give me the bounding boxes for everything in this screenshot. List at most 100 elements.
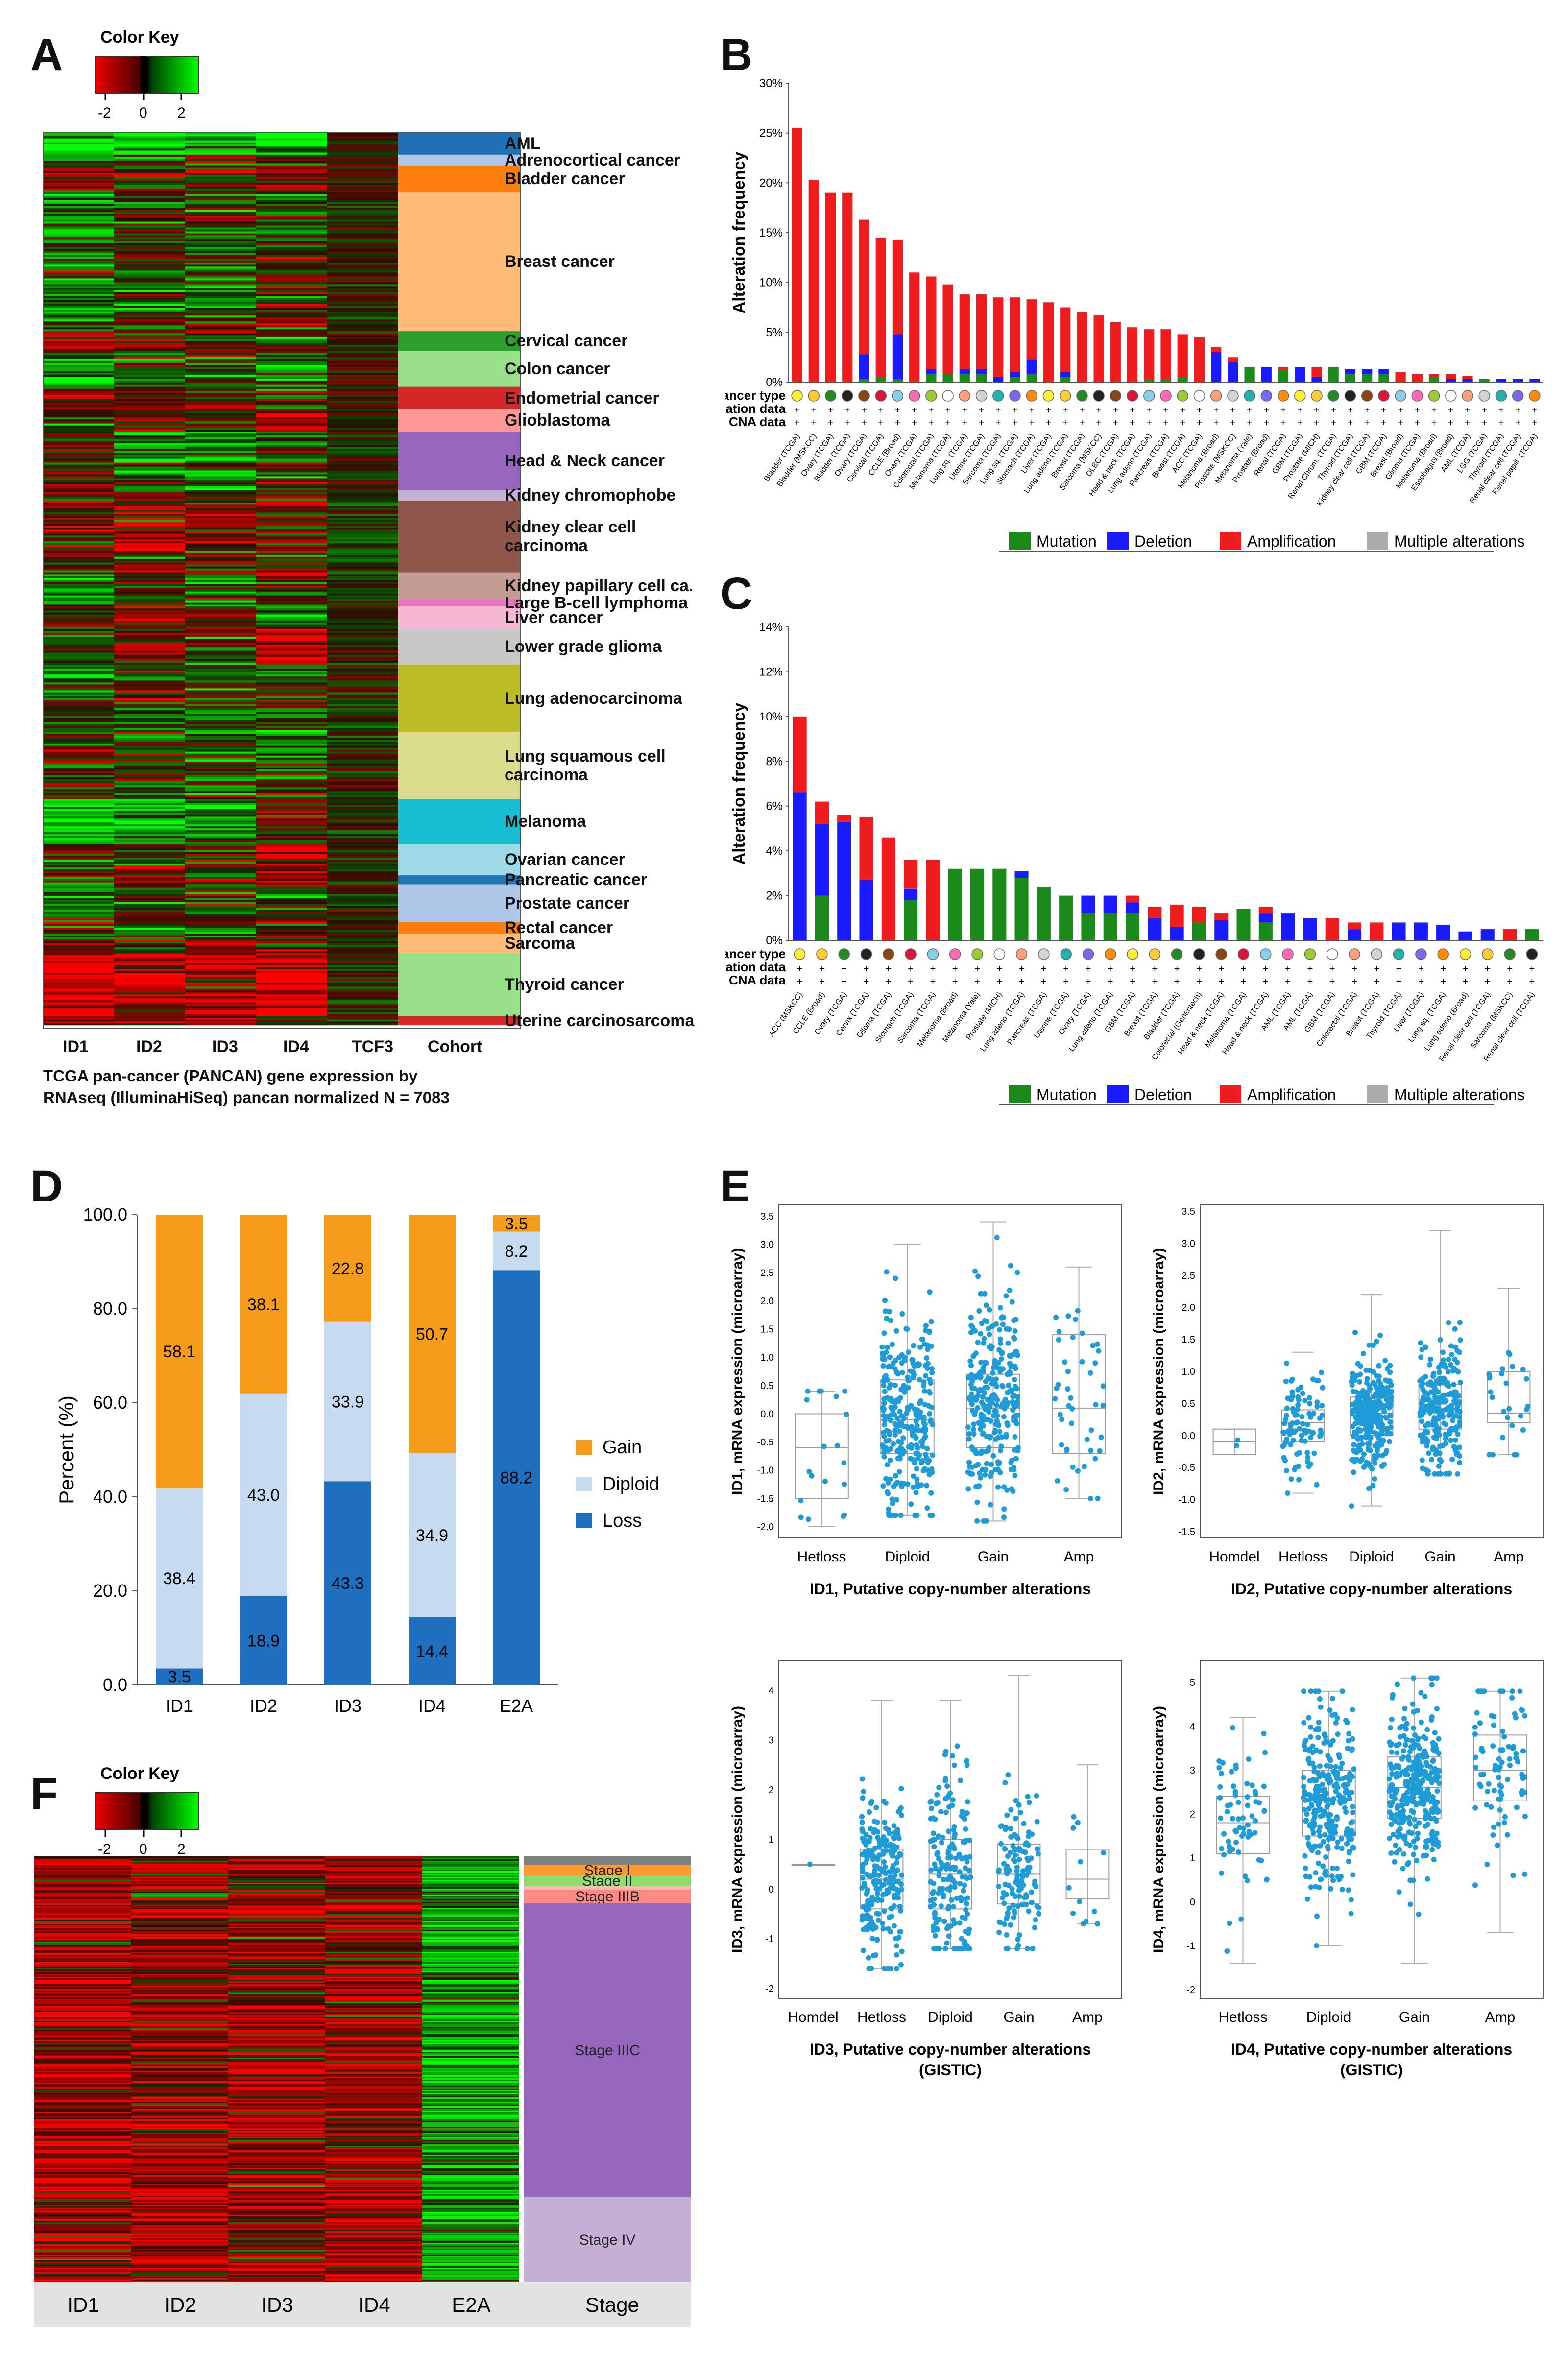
heat-cell [114,710,185,713]
heat-cell [114,597,185,600]
mutation-marker: + [861,405,867,416]
heat-cell [256,551,327,553]
cna-marker: + [841,976,847,987]
heat-cell [114,286,185,288]
mutation-marker: + [945,405,951,416]
data-point [993,1467,999,1473]
heat-cell [185,667,256,669]
data-point [897,1904,903,1909]
cna-marker: + [1529,976,1535,987]
heat-cell [185,486,256,488]
data-point [881,1966,887,1971]
data-point [1301,1720,1307,1726]
heat-cell [43,641,114,643]
mutation-marker: + [1418,963,1424,974]
bar-mutation [1037,887,1051,940]
heat-cell [114,647,185,649]
data-point [1256,1800,1262,1806]
heat-cell [114,656,185,659]
heat-cell [114,384,185,387]
data-point [876,1873,882,1878]
box [1487,1371,1531,1423]
y-tick-label: 4% [766,844,783,858]
heat-cell [327,225,398,228]
heat-cell [256,898,327,901]
data-point [1454,1348,1460,1353]
bar-deletion [1303,918,1317,940]
cancer-type-dot [1059,390,1071,402]
heat-cell [327,947,398,950]
heat-cell [185,202,256,205]
cohort-bar [398,331,521,352]
data-point [1001,1506,1007,1512]
data-point [1387,1369,1393,1375]
heat-cell [185,251,256,254]
y-tick-label: 8% [766,755,783,768]
heat-cell [256,900,327,903]
data-point [1353,1406,1359,1412]
heat-cell [43,936,114,938]
data-point [976,1420,982,1426]
heat-cell [43,753,114,756]
heat-cell [256,757,327,760]
heat-cell [114,654,185,657]
data-point [914,1466,919,1472]
heat-cell [256,922,327,924]
data-point [1427,1362,1433,1368]
heat-cell [327,884,398,887]
data-point [987,1332,992,1338]
heat-cell [114,451,185,454]
heat-cell [256,865,327,868]
heat-cell [185,639,256,641]
data-point [1063,1448,1069,1454]
data-point [1100,1383,1106,1389]
heat-cell [114,359,185,361]
data-point [943,1866,949,1872]
heat-cell [43,662,114,665]
data-point [863,1832,869,1838]
bar-deletion [1214,920,1229,940]
heat-cell [114,225,185,228]
heat-cell [185,237,256,240]
heat-cell [185,981,256,983]
heat-cell [327,967,398,969]
y-tick-label: -2 [1186,1985,1195,1995]
heat-cell [327,890,398,893]
heat-cell [185,846,256,848]
data-point [992,1427,998,1433]
heat-cell [43,591,114,594]
heat-cell [43,860,114,862]
data-point [1264,1877,1270,1883]
heat-cell [185,407,256,410]
heat-cell [327,576,398,578]
heat-cell [185,818,256,821]
heat-cell [43,773,114,776]
heat-cell [185,652,256,655]
heat-cell [185,165,256,168]
heat-cell [114,552,185,555]
data-point [1455,1471,1460,1477]
heat-cell [185,616,256,619]
heat-cell [43,850,114,852]
heat-cell [256,981,327,983]
heat-cell [185,337,256,339]
mutation-marker: + [1481,405,1487,416]
heat-cell [256,939,327,942]
heat-cell [185,986,256,989]
heat-cell [185,510,256,513]
heat-cell [256,645,327,648]
heat-cell [185,637,256,639]
heat-cell [114,547,185,550]
data-point [896,1469,902,1475]
data-point [1005,1946,1011,1951]
heat-cell [185,445,256,448]
cna-marker: + [1348,418,1353,429]
heat-cell [256,1018,327,1020]
heat-cell [185,458,256,461]
data-label: 34.9 [416,1526,448,1545]
y-tick-label: 0.0 [103,1675,127,1695]
heat-cell [256,734,327,736]
heat-cell [256,879,327,881]
heat-cell [185,383,256,385]
heat-cell [114,1012,185,1014]
